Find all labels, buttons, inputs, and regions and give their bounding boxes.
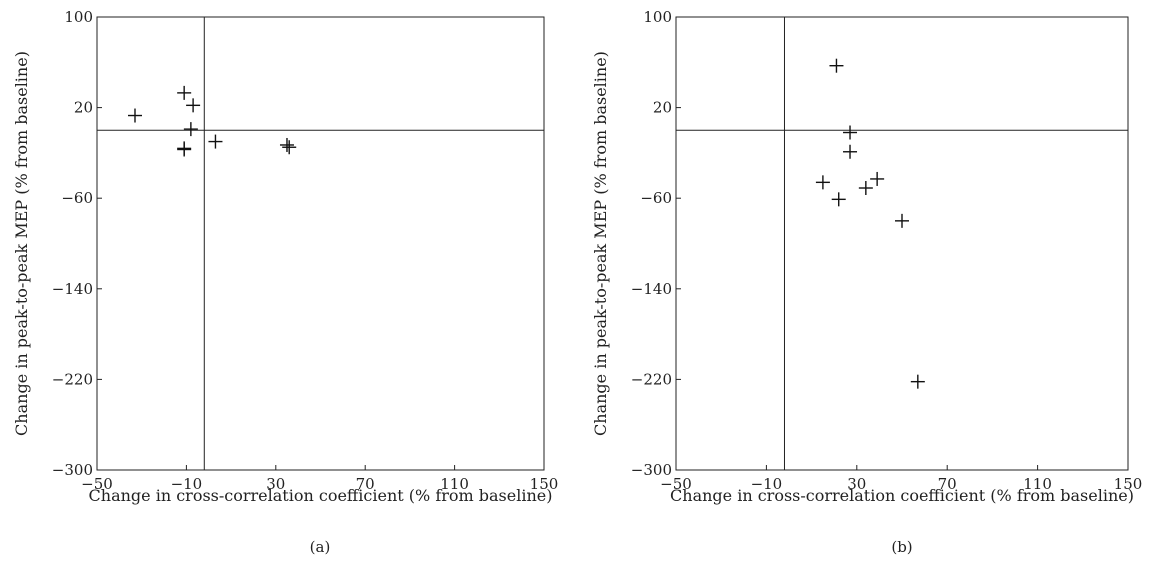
x-tick-label: 110 <box>440 475 469 493</box>
y-axis-label: Change in peak-to-peak MEP (% from basel… <box>12 51 31 436</box>
x-tick-label: 150 <box>1114 475 1143 493</box>
panel-label: (a) <box>310 538 331 556</box>
data-point <box>831 192 846 207</box>
y-tick-label: −140 <box>631 280 672 298</box>
x-axis-label: Change in cross-correlation coefficient … <box>670 486 1134 505</box>
data-point <box>127 108 142 123</box>
x-tick-label: 70 <box>938 475 957 493</box>
y-tick-label: −300 <box>52 461 93 479</box>
data-point <box>186 98 201 113</box>
y-tick-label: 100 <box>64 8 93 26</box>
y-tick-label: −220 <box>52 370 93 388</box>
x-tick-label: −10 <box>171 475 203 493</box>
panel-a: −50 −10 30 70 110 150 −300 −220 −140 −60 20 100 Chan… <box>12 8 558 556</box>
x-tick-label: 30 <box>266 475 285 493</box>
data-point <box>843 125 858 140</box>
plot-frame <box>675 16 1129 471</box>
panel-b: −50 −10 30 70 110 150 −300 −220 −140 −60 20 100 Chan… <box>591 8 1142 556</box>
y-tick-label: −300 <box>631 461 672 479</box>
y-tick-label: 20 <box>74 99 93 117</box>
panel-label: (b) <box>891 538 912 556</box>
y-axis-label: Change in peak-to-peak MEP (% from basel… <box>591 51 610 436</box>
x-tick-label: −50 <box>660 475 692 493</box>
data-point <box>829 58 844 73</box>
data-point <box>177 142 192 157</box>
data-point <box>843 144 858 159</box>
data-point <box>282 140 297 155</box>
x-tick-label: −10 <box>751 475 783 493</box>
data-point <box>177 85 192 100</box>
data-point <box>815 175 830 190</box>
plot-frame <box>96 16 545 471</box>
y-tick-label: −220 <box>631 370 672 388</box>
y-tick-label: −60 <box>640 189 672 207</box>
data-point <box>279 137 294 152</box>
x-tick-label: 110 <box>1023 475 1052 493</box>
data-point <box>895 213 909 228</box>
y-tick-label: −140 <box>52 280 93 298</box>
x-tick-label: −50 <box>81 475 113 493</box>
y-tick-label: 100 <box>643 8 672 26</box>
x-tick-label: 150 <box>530 475 559 493</box>
data-point <box>910 374 925 389</box>
data-point <box>858 181 873 196</box>
data-point <box>183 122 198 137</box>
x-tick-label: 70 <box>356 475 375 493</box>
x-tick-label: 30 <box>847 475 866 493</box>
data-point <box>208 134 223 149</box>
y-tick-label: 20 <box>653 99 672 117</box>
y-tick-label: −60 <box>61 189 93 207</box>
data-point <box>870 171 885 186</box>
x-axis-label: Change in cross-correlation coefficient … <box>89 486 553 505</box>
